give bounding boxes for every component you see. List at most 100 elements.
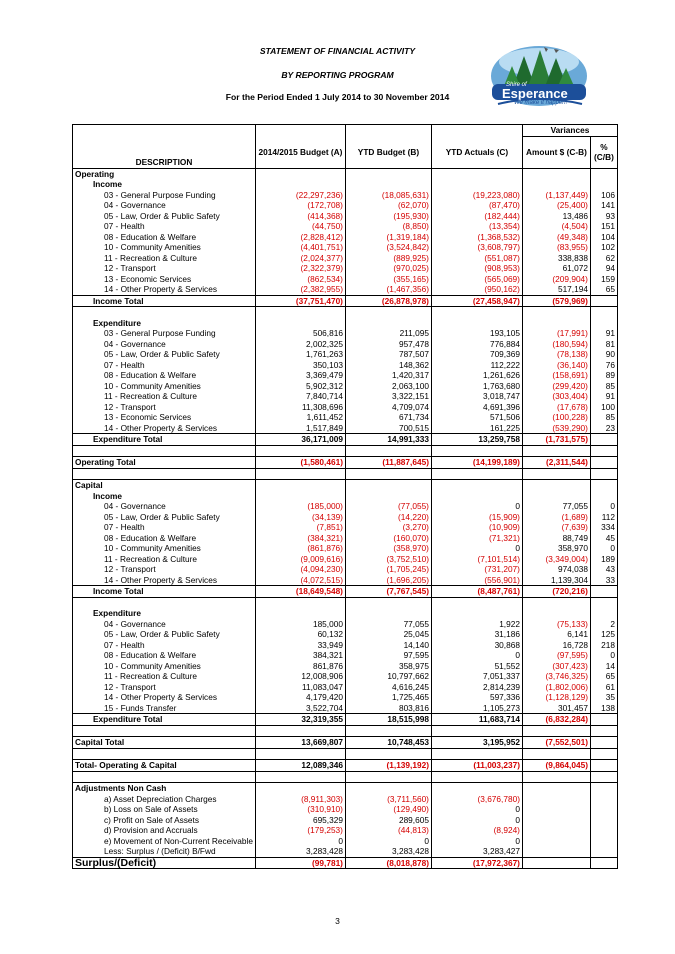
ytd-budget-header: YTD Budget (B) bbox=[345, 136, 432, 169]
cell-variance-amount: (17,991) bbox=[522, 328, 591, 339]
cell-ytd-budget: (1,467,356) bbox=[345, 284, 432, 295]
row-label: 07 - Health bbox=[72, 221, 256, 232]
cell-ytd-budget: 1,420,317 bbox=[345, 370, 432, 381]
cell-ytd-actual: 3,195,952 bbox=[431, 736, 523, 749]
cell-variance-amount: (2,311,544) bbox=[522, 456, 591, 469]
cell-variance-pct: 23 bbox=[590, 422, 618, 434]
row-label: 14 - Other Property & Services bbox=[72, 284, 256, 295]
cell-ytd-budget: (26,878,978) bbox=[345, 294, 432, 307]
cell-budget: 3,522,704 bbox=[255, 702, 346, 714]
table-row: Income bbox=[72, 179, 618, 190]
cell-ytd-budget: 14,140 bbox=[345, 639, 432, 650]
cell-variance-amount: (7,639) bbox=[522, 522, 591, 533]
row-label: c) Profit on Sale of Assets bbox=[72, 814, 256, 825]
cell-variance-amount: (299,420) bbox=[522, 380, 591, 391]
cell-ytd-budget: (8,850) bbox=[345, 221, 432, 232]
cell-ytd-actual: 193,105 bbox=[431, 328, 523, 339]
cell-variance-pct: 61 bbox=[590, 681, 618, 692]
table-row: 03 - General Purpose Funding (22,297,236)… bbox=[72, 189, 618, 200]
table-row: 07 - Health (7,851) (3,270) (10,909) (7,639)… bbox=[72, 522, 618, 533]
cell-ytd-budget: 358,975 bbox=[345, 660, 432, 671]
cell-variance-amount: 13,486 bbox=[522, 210, 591, 221]
cell-variance-pct: 106 bbox=[590, 189, 618, 200]
cell-budget: (2,382,955) bbox=[255, 284, 346, 295]
page-number: 3 bbox=[335, 916, 340, 926]
row-label: Operating Total bbox=[72, 456, 256, 469]
row-label: Less: Surplus / (Deficit) B/Fwd bbox=[72, 846, 256, 857]
row-label: 13 - Economic Services bbox=[72, 273, 256, 284]
cell-variance-pct: 76 bbox=[590, 359, 618, 370]
spacer-cell bbox=[590, 748, 618, 760]
cell-variance-amount: 974,038 bbox=[522, 564, 591, 575]
spacer-cell bbox=[255, 771, 346, 783]
row-label: 05 - Law, Order & Public Safety bbox=[72, 349, 256, 360]
variances-header: Variances bbox=[522, 124, 618, 137]
cell-variance-pct bbox=[590, 846, 618, 857]
row-label: 04 - Governance bbox=[72, 200, 256, 211]
table-row: Less: Surplus / (Deficit) B/Fwd 3,283,428… bbox=[72, 846, 618, 857]
cell-ytd-actual: (87,470) bbox=[431, 200, 523, 211]
table-row: 15 - Funds Transfer 3,522,704 803,816 1,105… bbox=[72, 702, 618, 714]
table-row: 07 - Health (44,750) (8,850) (13,354) (4,504… bbox=[72, 221, 618, 232]
row-label: 04 - Governance bbox=[72, 338, 256, 349]
cell-budget: (1,580,461) bbox=[255, 456, 346, 469]
table-row: 04 - Governance 2,002,325 957,478 776,884 (1… bbox=[72, 338, 618, 349]
cell-variance-amount: (36,140) bbox=[522, 359, 591, 370]
table-row: 11 - Recreation & Culture (9,009,616) (3,7… bbox=[72, 553, 618, 564]
cell-ytd-actual: 0 bbox=[431, 501, 523, 512]
cell-ytd-actual: (950,162) bbox=[431, 284, 523, 295]
cell-budget: 32,319,355 bbox=[255, 713, 346, 726]
row-label: 05 - Law, Order & Public Safety bbox=[72, 210, 256, 221]
cell-variance-amount bbox=[522, 856, 591, 869]
cell-variance-amount bbox=[522, 793, 591, 804]
spacer-cell bbox=[345, 771, 432, 783]
cell-ytd-actual: 161,225 bbox=[431, 422, 523, 434]
cell-ytd-budget: 18,515,998 bbox=[345, 713, 432, 726]
row-label: Adjustments Non Cash bbox=[72, 782, 256, 794]
row-label: Income Total bbox=[72, 585, 256, 598]
cell-ytd-actual: 4,691,396 bbox=[431, 401, 523, 412]
cell-budget: 11,308,696 bbox=[255, 401, 346, 412]
row-label: 08 - Education & Welfare bbox=[72, 370, 256, 381]
cell-ytd-budget: (11,887,645) bbox=[345, 456, 432, 469]
cell-ytd-budget bbox=[345, 608, 432, 619]
cell-budget: (185,000) bbox=[255, 501, 346, 512]
spacer-cell bbox=[522, 748, 591, 760]
cell-ytd-actual: (27,458,947) bbox=[431, 294, 523, 307]
cell-variance-pct: 81 bbox=[590, 338, 618, 349]
cell-variance-amount: (3,349,004) bbox=[522, 553, 591, 564]
cell-ytd-budget: 3,283,428 bbox=[345, 846, 432, 857]
cell-ytd-budget: 10,748,453 bbox=[345, 736, 432, 749]
cell-ytd-actual: 13,259,758 bbox=[431, 433, 523, 446]
table-row: 03 - General Purpose Funding 506,816 211,0… bbox=[72, 328, 618, 339]
cell-budget bbox=[255, 317, 346, 328]
cell-ytd-actual: (3,608,797) bbox=[431, 242, 523, 253]
row-label: Capital Total bbox=[72, 736, 256, 749]
budget-header: 2014/2015 Budget (A) bbox=[255, 136, 346, 169]
row-label: 12 - Transport bbox=[72, 401, 256, 412]
cell-variance-pct: 141 bbox=[590, 200, 618, 211]
table-row: 14 - Other Property & Services (4,072,515… bbox=[72, 574, 618, 586]
cell-variance-pct: 43 bbox=[590, 564, 618, 575]
cell-variance-amount: 1,139,304 bbox=[522, 574, 591, 586]
logo-slogan: We make it happen! bbox=[514, 100, 568, 106]
cell-variance-amount: (720,216) bbox=[522, 585, 591, 598]
spacer-row bbox=[72, 306, 618, 318]
table-row: 04 - Governance (185,000) (77,055) 0 77,055 0 bbox=[72, 501, 618, 512]
cell-ytd-budget: (3,524,842) bbox=[345, 242, 432, 253]
cell-variance-amount: 61,072 bbox=[522, 263, 591, 274]
table-row: Income bbox=[72, 490, 618, 501]
spacer-cell bbox=[345, 725, 432, 737]
spacer-row bbox=[72, 725, 618, 737]
cell-budget: (862,534) bbox=[255, 273, 346, 284]
cell-budget: (99,781) bbox=[255, 856, 346, 869]
cell-variance-pct: 159 bbox=[590, 273, 618, 284]
table-row: c) Profit on Sale of Assets 695,329 289,60… bbox=[72, 814, 618, 825]
total-row: Capital Total 13,669,807 10,748,453 3,195,9… bbox=[72, 736, 618, 749]
cell-budget: 695,329 bbox=[255, 814, 346, 825]
table-row: 11 - Recreation & Culture 12,008,906 10,79… bbox=[72, 671, 618, 682]
table-row: b) Loss on Sale of Assets (310,910) (129,4… bbox=[72, 804, 618, 815]
cell-budget: 5,902,312 bbox=[255, 380, 346, 391]
cell-variance-pct: 65 bbox=[590, 284, 618, 295]
table-row: 13 - Economic Services 1,611,452 671,734 57… bbox=[72, 412, 618, 423]
